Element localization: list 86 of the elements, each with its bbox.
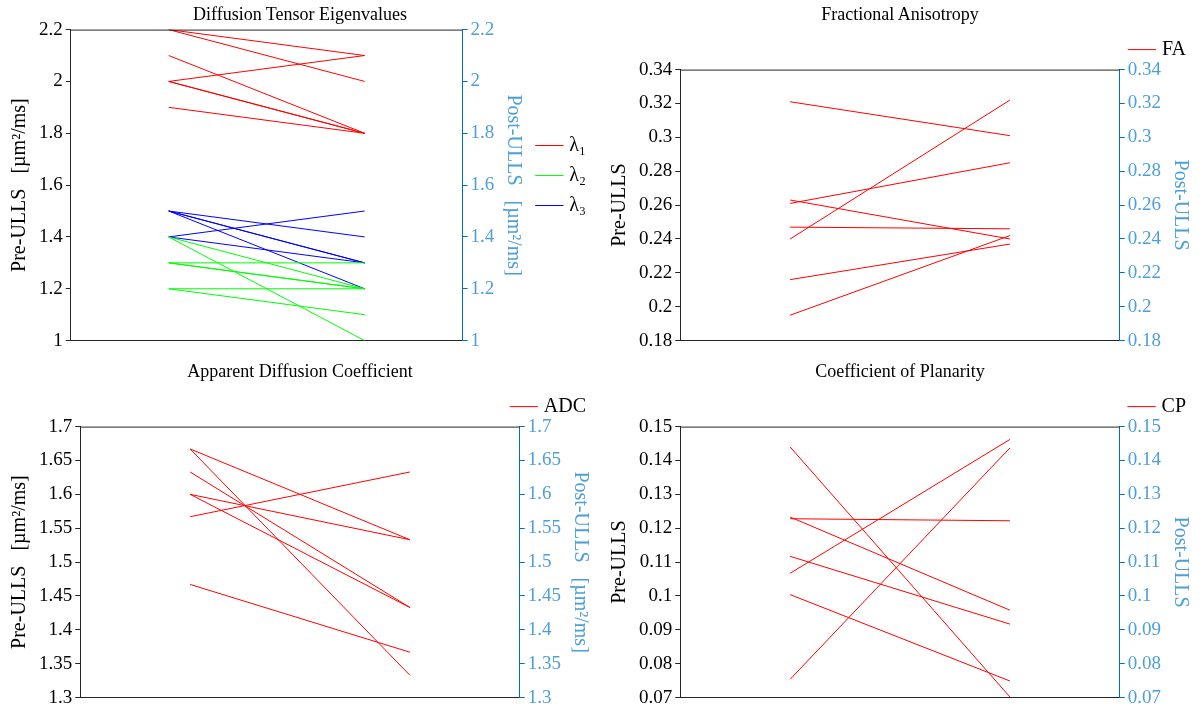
y-tick-label: 0.08 bbox=[639, 651, 673, 673]
y2-tick-label: 1.4 bbox=[470, 224, 495, 246]
y2-tick-label: 0.32 bbox=[1127, 91, 1161, 113]
y-tick-label: 1.7 bbox=[48, 414, 73, 436]
y2-tick-label: 1.45 bbox=[527, 583, 561, 605]
y2-tick-label: 2.2 bbox=[470, 17, 495, 39]
y2-tick-label: 1 bbox=[470, 328, 481, 350]
y-tick-label: 0.15 bbox=[639, 414, 673, 436]
y2-tick-label: 1.7 bbox=[527, 414, 552, 436]
y-tick-label: 0.13 bbox=[639, 482, 673, 504]
y2-tick-label: 1.2 bbox=[470, 276, 495, 298]
y-tick-label: 1.45 bbox=[39, 583, 73, 605]
y-tick-label: 1.6 bbox=[39, 173, 63, 195]
chart-title: Fractional Anisotropy bbox=[821, 3, 979, 24]
y2-tick-label: 0.2 bbox=[1127, 294, 1152, 316]
y2-tick-label: 1.8 bbox=[470, 121, 495, 143]
y2-tick-label: 0.13 bbox=[1127, 482, 1161, 504]
chart-title: Apparent Diffusion Coefficient bbox=[187, 360, 413, 381]
y2-tick-label: 0.14 bbox=[1127, 448, 1162, 470]
y2-tick-label: 0.22 bbox=[1127, 260, 1161, 282]
y-tick-label: 1.2 bbox=[39, 276, 63, 298]
y-tick-label: 0.1 bbox=[648, 583, 673, 605]
y-tick-label: 1.65 bbox=[39, 448, 73, 470]
y2-tick-label: 0.34 bbox=[1127, 57, 1162, 79]
y2-tick-label: 0.09 bbox=[1127, 617, 1161, 639]
y-tick-label: 1.8 bbox=[39, 121, 63, 143]
y-tick-label: 2.2 bbox=[39, 17, 63, 39]
y-tick-label: 0.14 bbox=[639, 448, 673, 470]
y2-tick-label: 0.1 bbox=[1127, 583, 1152, 605]
y2-axis-title: Post-ULLS bbox=[1170, 159, 1193, 251]
legend-label: λ₃ bbox=[569, 192, 586, 215]
y-axis-title: Pre-ULLS [µm²/ms] bbox=[7, 475, 31, 649]
y2-axis-title: Post-ULLS bbox=[1170, 516, 1193, 608]
y-tick-label: 1.5 bbox=[48, 550, 73, 572]
y2-tick-label: 1.55 bbox=[527, 516, 561, 538]
y-tick-label: 0.34 bbox=[639, 57, 673, 79]
y2-tick-label: 0.11 bbox=[1127, 550, 1161, 572]
y2-tick-label: 0.08 bbox=[1127, 651, 1161, 673]
y-tick-label: 0.22 bbox=[639, 260, 673, 282]
y2-tick-label: 1.6 bbox=[527, 482, 552, 504]
y-tick-label: 0.07 bbox=[639, 685, 673, 707]
y-tick-label: 0.2 bbox=[648, 294, 673, 316]
y-tick-label: 0.18 bbox=[639, 328, 673, 350]
y-tick-label: 1.6 bbox=[48, 482, 73, 504]
y2-tick-label: 1.35 bbox=[527, 651, 561, 673]
y-axis-title: Pre-ULLS bbox=[607, 520, 630, 604]
y2-tick-label: 1.65 bbox=[527, 448, 561, 470]
y2-axis-title: Post-ULLS [µm²/ms] bbox=[569, 471, 593, 653]
y-tick-label: 0.3 bbox=[648, 125, 673, 147]
y-axis-title: Pre-ULLS [µm²/ms] bbox=[7, 98, 31, 272]
y-tick-label: 1.4 bbox=[39, 224, 64, 246]
chart-title: Diffusion Tensor Eigenvalues bbox=[192, 3, 408, 24]
y2-tick-label: 1.6 bbox=[470, 173, 495, 195]
y-tick-label: 0.32 bbox=[639, 91, 673, 113]
y-tick-label: 1.3 bbox=[48, 685, 73, 707]
y2-tick-label: 0.15 bbox=[1127, 414, 1161, 436]
y2-tick-label: 0.12 bbox=[1127, 516, 1161, 538]
y-tick-label: 1.55 bbox=[39, 516, 73, 538]
chart-title: Coefficient of Planarity bbox=[815, 360, 985, 381]
y2-tick-label: 0.24 bbox=[1127, 226, 1162, 248]
legend-label: CP bbox=[1161, 393, 1187, 416]
y-tick-label: 0.26 bbox=[639, 193, 673, 215]
y-tick-label: 0.09 bbox=[639, 617, 673, 639]
legend-label: FA bbox=[1161, 36, 1187, 59]
y-tick-label: 0.11 bbox=[639, 550, 673, 572]
y-tick-label: 2 bbox=[53, 69, 63, 91]
y-tick-label: 0.24 bbox=[639, 226, 673, 248]
y-tick-label: 1.4 bbox=[48, 617, 73, 639]
legend-label: λ₁ bbox=[569, 132, 586, 155]
y-axis-title: Pre-ULLS bbox=[607, 163, 630, 247]
y-tick-label: 0.28 bbox=[639, 159, 673, 181]
y2-tick-label: 1.3 bbox=[527, 685, 552, 707]
y2-tick-label: 2 bbox=[470, 69, 481, 91]
y2-tick-label: 1.5 bbox=[527, 550, 552, 572]
y2-tick-label: 1.4 bbox=[527, 617, 552, 639]
y2-tick-label: 0.07 bbox=[1127, 685, 1161, 707]
legend-label: λ₂ bbox=[569, 162, 586, 185]
y-tick-label: 1.35 bbox=[39, 651, 73, 673]
legend-label: ADC bbox=[543, 393, 587, 416]
y2-tick-label: 0.3 bbox=[1127, 125, 1152, 147]
y2-tick-label: 0.26 bbox=[1127, 193, 1161, 215]
y2-tick-label: 0.18 bbox=[1127, 328, 1161, 350]
y2-axis-title: Post-ULLS [µm²/ms] bbox=[503, 94, 527, 276]
y2-tick-label: 0.28 bbox=[1127, 159, 1161, 181]
y-tick-label: 1 bbox=[53, 328, 63, 350]
y-tick-label: 0.12 bbox=[639, 516, 673, 538]
